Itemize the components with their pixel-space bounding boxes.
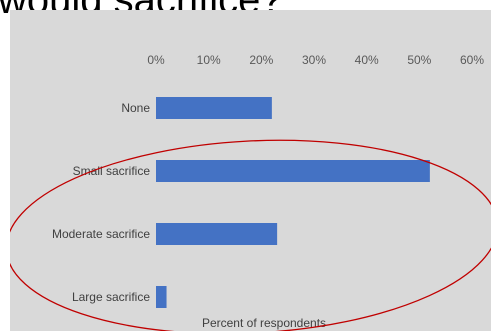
category-label: Small sacrifice (73, 164, 151, 178)
x-tick-label: 40% (355, 53, 379, 67)
category-label: Large sacrifice (72, 290, 150, 304)
bar-small-sacrifice (156, 160, 430, 182)
annotation-ellipse (10, 139, 491, 331)
category-label: Moderate sacrifice (52, 227, 150, 241)
x-axis-title: Percent of respondents (202, 316, 326, 330)
bar-large-sacrifice (156, 286, 167, 308)
bar-none (156, 97, 272, 119)
x-tick-label: 0% (147, 53, 165, 67)
category-label: None (121, 101, 150, 115)
x-tick-label: 20% (249, 53, 273, 67)
chart-area: 0% 10% 20% 30% 40% 50% 60% None Small sacrifice M… (10, 10, 491, 331)
x-tick-label: 30% (302, 53, 326, 67)
x-tick-label: 50% (407, 53, 431, 67)
bar-moderate-sacrifice (156, 223, 278, 245)
bar-chart: 0% 10% 20% 30% 40% 50% 60% None Small sacrifice M… (10, 53, 491, 331)
x-tick-label: 10% (197, 53, 221, 67)
x-tick-label: 60% (460, 53, 484, 67)
